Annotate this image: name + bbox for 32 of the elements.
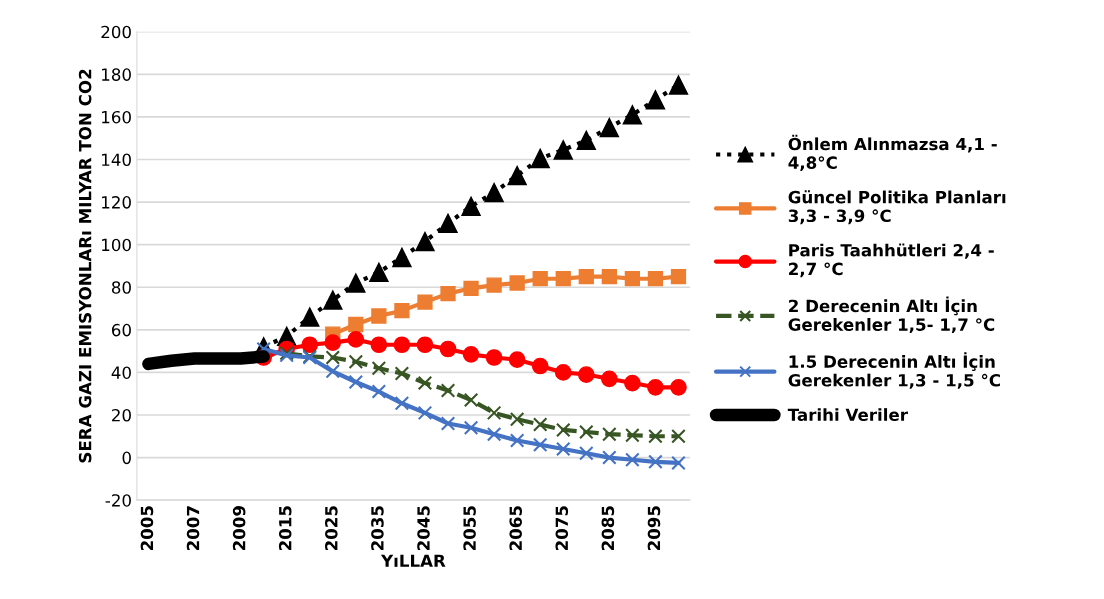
y-tick-label: 120	[102, 196, 131, 209]
legend-label: 1.5 Derecenin Altı İçin Gerekenler 1,3 - 1,5 °C	[788, 352, 1000, 389]
y-tick-label: 20	[112, 408, 131, 422]
legend-label: Güncel Politika Planları 3,3 - 3,9 °C	[788, 190, 1006, 225]
y-tick-label: -20	[105, 494, 131, 507]
x-tick-label: 2007	[186, 506, 200, 551]
legend-label: Paris Taahhütleri 2,4 - 2,7 °C	[789, 243, 994, 278]
y-tick-label: 140	[102, 153, 131, 167]
y-tick-label: 200	[101, 25, 131, 39]
y-tick-label: 60	[111, 323, 131, 337]
y-tick-label: 40	[111, 366, 131, 379]
legend-label: Önlem Alınmazsa 4,1 - 4,8°C	[788, 134, 997, 172]
legend-label: Tarihi Veriler	[787, 408, 908, 422]
x-tick-label: 2015	[278, 506, 292, 551]
y-axis-title: SERA GAZI EMISYONLARı MILYAR TON CO2	[78, 69, 92, 463]
y-tick-label: 180	[102, 68, 131, 81]
y-tick-label: 100	[102, 238, 131, 252]
legend-label: 2 Derecenin Altı İçin Gerekenler 1,5- 1,7 °C	[788, 296, 995, 334]
x-tick-label: 2055	[463, 506, 476, 551]
x-axis-title: YıLLAR	[380, 554, 446, 567]
x-tick-label: 2005	[140, 506, 154, 551]
x-tick-label: 2095	[647, 506, 661, 551]
x-tick-label: 2065	[509, 506, 522, 551]
x-tick-label: 2035	[371, 506, 384, 551]
x-tick-label: 2045	[417, 506, 430, 551]
x-tick-label: 2085	[601, 506, 615, 551]
y-tick-label: 160	[102, 110, 131, 124]
y-tick-label: 0	[122, 451, 131, 465]
y-tick-label: 80	[111, 281, 131, 294]
x-tick-label: 2009	[232, 506, 246, 551]
x-tick-label: 2075	[555, 506, 569, 551]
x-tick-label: 2025	[325, 506, 338, 551]
